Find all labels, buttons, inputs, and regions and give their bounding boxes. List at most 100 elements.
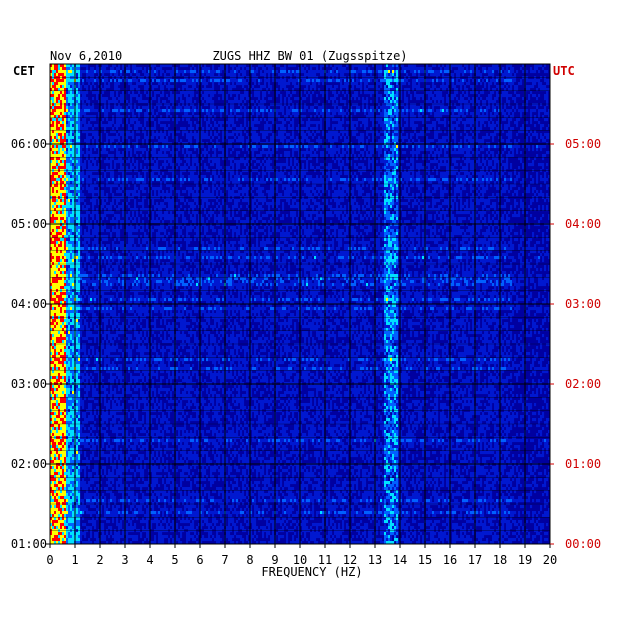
spectrogram-cell	[438, 88, 441, 92]
spectrogram-cell	[72, 64, 75, 68]
spectrogram-cell	[454, 115, 457, 119]
spectrogram-cell	[134, 106, 137, 110]
spectrogram-cell	[180, 109, 183, 113]
spectrogram-cell	[352, 133, 355, 137]
spectrogram-cell	[266, 151, 269, 155]
spectrogram-cell	[428, 145, 431, 149]
spectrogram-cell	[304, 127, 307, 131]
spectrogram-cell	[532, 79, 535, 83]
spectrogram-cell	[422, 118, 425, 122]
spectrogram-cell	[242, 73, 245, 77]
spectrogram-cell	[280, 145, 283, 149]
spectrogram-cell	[376, 79, 379, 83]
spectrogram-cell	[248, 163, 251, 167]
spectrogram-cell	[448, 133, 451, 137]
spectrogram-cell	[264, 73, 267, 77]
spectrogram-cell	[470, 112, 473, 116]
spectrogram-cell	[366, 115, 369, 119]
spectrogram-cell	[442, 121, 445, 125]
spectrogram-cell	[268, 67, 271, 71]
spectrogram-cell	[348, 154, 351, 158]
spectrogram-cell	[64, 67, 67, 71]
spectrogram-cell	[486, 79, 489, 83]
spectrogram-cell	[272, 136, 275, 140]
spectrogram-cell	[420, 70, 423, 74]
spectrogram-cell	[84, 118, 87, 122]
spectrogram-cell	[240, 127, 243, 131]
spectrogram-cell	[236, 145, 239, 149]
spectrogram-cell	[122, 115, 125, 119]
spectrogram-cell	[66, 82, 69, 86]
spectrogram-cell	[136, 85, 139, 89]
spectrogram-cell	[132, 79, 135, 83]
spectrogram-cell	[468, 106, 471, 110]
spectrogram-cell	[282, 127, 285, 131]
spectrogram-cell	[464, 70, 467, 74]
spectrogram-cell	[128, 103, 131, 107]
spectrogram-cell	[262, 112, 265, 116]
spectrogram-cell	[386, 160, 389, 164]
spectrogram-cell	[184, 112, 187, 116]
spectrogram-cell	[416, 85, 419, 89]
spectrogram-cell	[288, 103, 291, 107]
spectrogram-cell	[128, 139, 131, 143]
spectrogram-cell	[60, 130, 63, 134]
spectrogram-cell	[110, 70, 113, 74]
spectrogram-cell	[476, 67, 479, 71]
spectrogram-cell	[542, 88, 545, 92]
spectrogram-cell	[150, 109, 153, 113]
spectrogram-cell	[300, 109, 303, 113]
spectrogram-cell	[388, 103, 391, 107]
spectrogram-cell	[472, 88, 475, 92]
spectrogram-cell	[462, 109, 465, 113]
spectrogram-cell	[318, 115, 321, 119]
spectrogram-cell	[512, 106, 515, 110]
spectrogram-cell	[132, 64, 135, 68]
spectrogram-cell	[294, 115, 297, 119]
spectrogram-cell	[496, 154, 499, 158]
spectrogram-cell	[444, 109, 447, 113]
spectrogram-cell	[348, 97, 351, 101]
spectrogram-cell	[392, 127, 395, 131]
spectrogram-cell	[408, 163, 411, 167]
spectrogram-cell	[410, 67, 413, 71]
spectrogram-cell	[370, 73, 373, 77]
spectrogram-cell	[440, 112, 443, 116]
spectrogram-cell	[322, 145, 325, 149]
spectrogram-cell	[370, 118, 373, 122]
spectrogram-cell	[98, 67, 101, 71]
spectrogram-cell	[376, 106, 379, 110]
spectrogram-cell	[86, 139, 89, 143]
spectrogram-cell	[428, 148, 431, 152]
spectrogram-cell	[188, 82, 191, 86]
spectrogram-cell	[220, 127, 223, 131]
spectrogram-cell	[182, 148, 185, 152]
spectrogram-cell	[312, 82, 315, 86]
spectrogram-cell	[500, 160, 503, 164]
spectrogram-cell	[444, 112, 447, 116]
spectrogram-cell	[270, 139, 273, 143]
spectrogram-cell	[94, 109, 97, 113]
spectrogram-cell	[258, 97, 261, 101]
spectrogram-cell	[334, 148, 337, 152]
spectrogram-cell	[510, 64, 513, 68]
spectrogram-cell	[430, 124, 433, 128]
spectrogram-cell	[70, 145, 73, 149]
spectrogram-cell	[122, 160, 125, 164]
spectrogram-cell	[284, 67, 287, 71]
spectrogram-cell	[340, 154, 343, 158]
spectrogram-cell	[286, 118, 289, 122]
spectrogram-cell	[280, 103, 283, 107]
spectrogram-cell	[470, 67, 473, 71]
spectrogram-cell	[506, 64, 509, 68]
spectrogram-cell	[362, 97, 365, 101]
spectrogram-cell	[56, 85, 59, 89]
spectrogram-cell	[184, 94, 187, 98]
spectrogram-cell	[76, 67, 79, 71]
spectrogram-cell	[88, 82, 91, 86]
spectrogram-cell	[310, 79, 313, 83]
spectrogram-cell	[106, 139, 109, 143]
spectrogram-cell	[58, 82, 61, 86]
spectrogram-cell	[450, 97, 453, 101]
spectrogram-cell	[346, 157, 349, 161]
